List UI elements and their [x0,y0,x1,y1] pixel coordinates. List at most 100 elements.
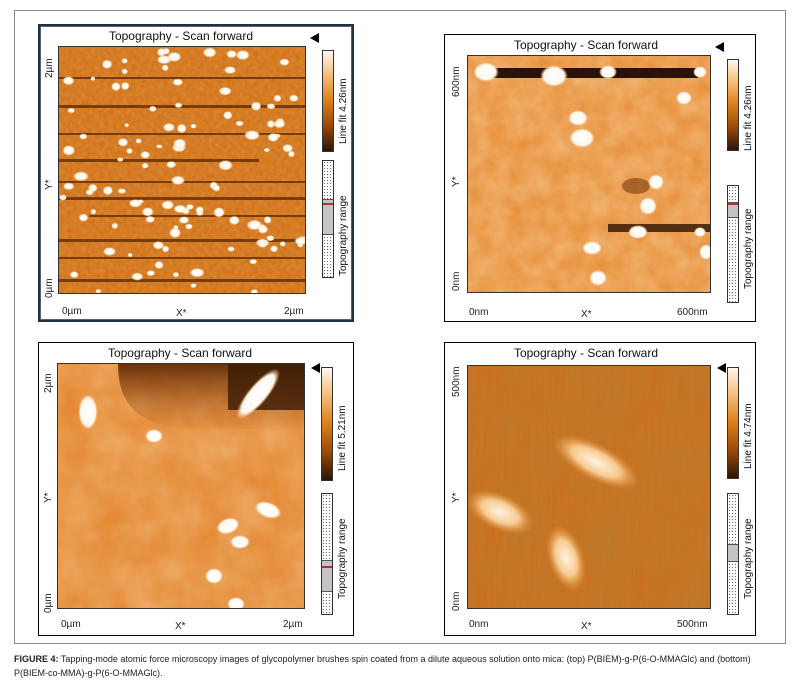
x-right-label: 2µm [284,306,304,317]
afm-particle [172,78,184,86]
afm-particle [249,258,258,265]
topography-range-bar[interactable] [322,160,334,278]
afm-particle [135,138,142,144]
topography-range-bar[interactable] [727,185,739,303]
afm-particle [273,94,282,103]
afm-particle [189,267,205,278]
afm-particle [273,119,286,129]
afm-image[interactable] [57,363,305,609]
range-window [728,202,738,218]
afm-particle [218,86,232,96]
afm-particle [173,204,187,214]
afm-particle [202,47,217,58]
afm-particle [116,157,124,162]
afm-particle [154,260,164,270]
topography-range-label: Topography range [338,195,349,276]
afm-particle [126,147,133,154]
topography-range-bar[interactable] [321,493,333,615]
afm-particle [267,132,280,142]
afm-particle [172,271,180,278]
afm-particle [258,240,268,248]
afm-particle [67,107,76,114]
afm-particle [228,215,240,226]
afm-particle [174,102,183,109]
y-bottom-label: 0nm [451,591,462,611]
afm-particle [78,213,89,222]
x-left-label: 0nm [469,307,489,318]
afm-particle [101,59,113,70]
afm-particle [279,58,290,66]
afm-particle [148,105,157,113]
afm-particle [111,81,121,92]
afm-panel-top-right[interactable]: Topography - Scan forward [444,34,756,322]
y-top-label: 600nm [451,66,462,97]
afm-particle [223,110,233,120]
range-marker [322,566,332,568]
afm-particle [85,189,94,196]
panel-title: Topography - Scan forward [513,38,659,52]
afm-particle [102,185,114,196]
range-window [728,544,738,562]
x-left-label: 0nm [469,619,489,630]
afm-particle [121,57,128,64]
range-window [323,199,333,235]
topography-range-bar[interactable] [727,493,739,615]
afm-particle [263,147,270,153]
line-fit-label: Line fit 4.74nm [743,403,754,469]
afm-particle [95,288,102,293]
afm-particle [117,137,129,147]
afm-particle [169,227,182,239]
afm-particle [190,283,197,288]
topography-range-label: Topography range [743,208,754,289]
afm-particle [266,235,275,242]
afm-particle [269,245,279,253]
afm-particle [121,68,128,75]
afm-particle [73,171,89,182]
y-bottom-label: 0µm [43,593,54,613]
y-top-label: 2µm [43,373,54,393]
y-axis-label: Y* [451,176,462,187]
afm-particle [62,76,75,86]
afm-image[interactable] [467,365,711,609]
afm-panel-bottom-left[interactable]: Topography - Scan forward [38,342,354,636]
afm-particle [170,175,186,186]
afm-particle [59,194,67,201]
afm-particle [120,81,130,91]
afm-particle [156,144,163,149]
afm-particle [102,247,117,256]
afm-particle [162,122,176,132]
afm-particle [227,246,235,252]
topography-range-label: Topography range [337,518,348,599]
afm-particle [250,288,259,293]
line-fit-label: Line fit 4.26nm [338,78,349,144]
panel-title: Topography - Scan forward [107,346,253,360]
afm-particle [79,133,88,140]
afm-particle [145,215,156,223]
afm-particle [235,49,250,61]
triangle-pointer-icon [717,363,726,373]
y-top-label: 2µm [44,58,55,78]
afm-particle [90,76,96,81]
afm-particle [117,188,127,194]
line-fit-label: Line fit 4.26nm [743,85,754,151]
afm-particle [288,94,299,102]
panel-title: Topography - Scan forward [513,346,659,360]
x-left-label: 0µm [62,306,82,317]
y-axis-label: Y* [44,179,55,190]
afm-panel-bottom-right[interactable]: Topography - Scan forward [444,342,756,636]
x-axis-label: X* [581,621,592,632]
x-axis-label: X* [581,309,592,320]
afm-particle [152,241,165,250]
afm-particle [266,103,276,110]
afm-particle [146,270,156,277]
afm-particle [190,123,197,129]
afm-image[interactable] [467,55,711,293]
afm-particle [161,64,169,72]
afm-particle [235,120,244,127]
range-window [322,560,332,592]
afm-panel-top-left[interactable]: Topography - Scan forward 2µm Y* [38,24,354,322]
afm-image[interactable] [58,46,306,294]
range-marker [728,203,738,205]
afm-particle [161,200,175,210]
afm-particle [166,160,177,169]
